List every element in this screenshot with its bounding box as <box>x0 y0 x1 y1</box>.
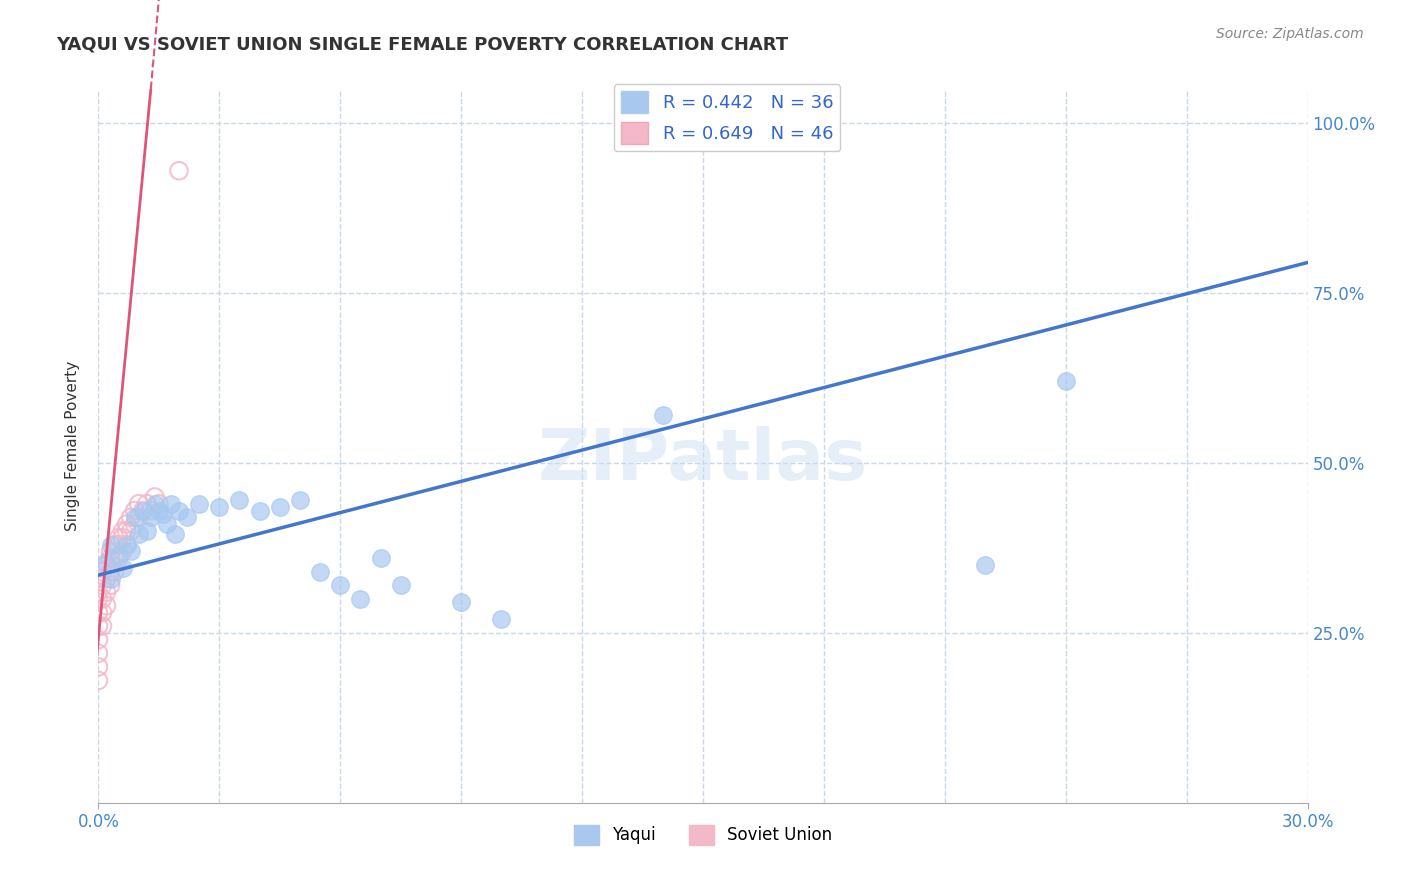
Point <box>309 565 332 579</box>
Point <box>120 510 142 524</box>
Point <box>120 544 142 558</box>
Point <box>115 517 138 532</box>
Point <box>167 163 190 178</box>
Point <box>132 503 155 517</box>
Point <box>156 517 179 532</box>
Point <box>1054 375 1077 389</box>
Point <box>143 497 166 511</box>
Point <box>87 591 110 606</box>
Point <box>167 503 190 517</box>
Point <box>87 646 110 660</box>
Point <box>188 497 211 511</box>
Point <box>160 497 183 511</box>
Point <box>370 551 392 566</box>
Point <box>91 578 114 592</box>
Point <box>974 558 997 572</box>
Point <box>91 619 114 633</box>
Point <box>96 555 118 569</box>
Point <box>103 565 125 579</box>
Point <box>176 510 198 524</box>
Point <box>100 572 122 586</box>
Point <box>100 537 122 551</box>
Point <box>91 565 114 579</box>
Point <box>148 503 170 517</box>
Point <box>107 531 129 545</box>
Point <box>115 524 138 538</box>
Point <box>107 548 129 562</box>
Point <box>107 551 129 566</box>
Point <box>103 537 125 551</box>
Point <box>132 503 155 517</box>
Point <box>208 500 231 515</box>
Point <box>111 524 134 538</box>
Text: ZIPatlas: ZIPatlas <box>538 425 868 495</box>
Point <box>96 599 118 613</box>
Point <box>491 612 513 626</box>
Point <box>87 673 110 688</box>
Point <box>91 606 114 620</box>
Point <box>389 578 412 592</box>
Point <box>111 561 134 575</box>
Point <box>139 510 162 524</box>
Point <box>128 527 150 541</box>
Point <box>87 660 110 674</box>
Point <box>96 572 118 586</box>
Point <box>96 558 118 572</box>
Point <box>111 544 134 558</box>
Point <box>124 517 146 532</box>
Point <box>124 503 146 517</box>
Point <box>115 537 138 551</box>
Point <box>135 497 157 511</box>
Point <box>87 606 110 620</box>
Point <box>269 500 291 515</box>
Point <box>87 619 110 633</box>
Text: Source: ZipAtlas.com: Source: ZipAtlas.com <box>1216 27 1364 41</box>
Point <box>128 510 150 524</box>
Point <box>249 503 271 517</box>
Point <box>96 585 118 599</box>
Point <box>450 595 472 609</box>
Point <box>107 537 129 551</box>
Point <box>100 544 122 558</box>
Point <box>228 493 250 508</box>
Point <box>152 507 174 521</box>
Point <box>135 524 157 538</box>
Point <box>288 493 311 508</box>
Y-axis label: Single Female Poverty: Single Female Poverty <box>65 361 80 531</box>
Point <box>100 565 122 579</box>
Point <box>100 551 122 566</box>
Point <box>349 591 371 606</box>
Point <box>163 527 186 541</box>
Point <box>128 497 150 511</box>
Point <box>124 510 146 524</box>
Point <box>87 572 110 586</box>
Point <box>91 591 114 606</box>
Point <box>651 409 673 423</box>
Point <box>139 503 162 517</box>
Text: YAQUI VS SOVIET UNION SINGLE FEMALE POVERTY CORRELATION CHART: YAQUI VS SOVIET UNION SINGLE FEMALE POVE… <box>56 36 789 54</box>
Point <box>148 497 170 511</box>
Point <box>111 531 134 545</box>
Point <box>100 578 122 592</box>
Point <box>143 490 166 504</box>
Point <box>115 537 138 551</box>
Point <box>103 551 125 566</box>
Point <box>87 585 110 599</box>
Point <box>329 578 352 592</box>
Legend: Yaqui, Soviet Union: Yaqui, Soviet Union <box>567 818 839 852</box>
Point <box>120 524 142 538</box>
Point <box>87 632 110 647</box>
